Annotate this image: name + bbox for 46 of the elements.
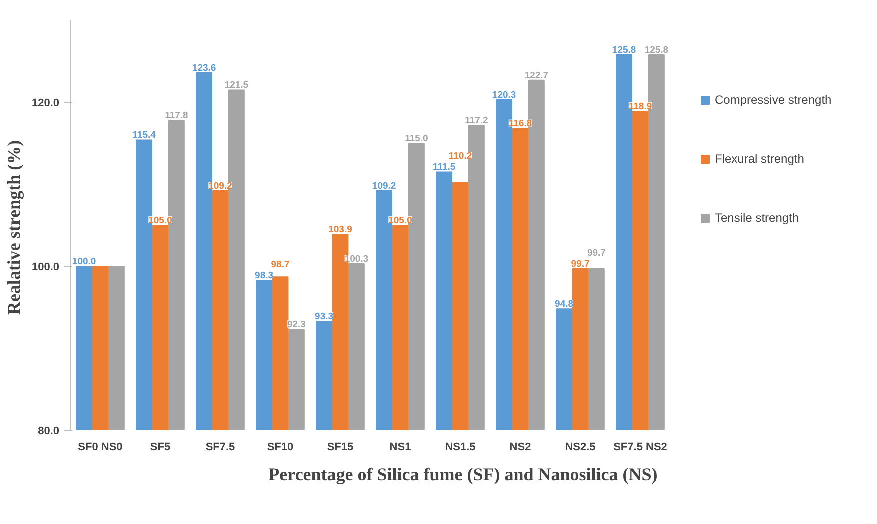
data-label: 98.7 [271, 259, 290, 270]
data-label: 111.5 [432, 162, 456, 174]
data-label: 99.7 [571, 258, 590, 270]
data-label: 120.3 [492, 90, 516, 102]
data-label: 117.8 [165, 110, 188, 122]
data-label: 94.8 [555, 299, 574, 310]
data-label: 93.3 [315, 311, 334, 322]
data-label: 92.3 [287, 320, 306, 331]
data-label: 125.8 [612, 44, 636, 56]
x-tick-label: SF5 [150, 442, 171, 454]
x-tick-label: SF7.5 [206, 442, 236, 454]
data-label: 123.6 [192, 62, 216, 74]
x-axis-title: Percentage of Silica fume (SF) and Nanosilica (NS) [268, 464, 658, 484]
data-label: 116.8 [508, 118, 532, 130]
data-label: 115.0 [405, 134, 428, 144]
data-label: 115.4 [132, 130, 157, 142]
y-tick-label: 100.0 [32, 262, 60, 274]
x-tick-label: NS2.5 [565, 442, 596, 454]
data-label: 122.7 [524, 70, 549, 82]
data-label: 100.3 [344, 254, 369, 266]
data-label: 105.0 [148, 216, 172, 226]
x-tick-label: NS1 [390, 442, 412, 454]
data-label: 98.3 [255, 270, 274, 282]
data-label: 121.5 [224, 80, 250, 92]
x-tick-label: SF7.5 NS2 [614, 442, 668, 454]
data-label: 99.7 [587, 248, 606, 259]
data-label: 110.2 [448, 151, 472, 162]
x-tick-label: SF15 [327, 442, 354, 454]
legend-label: Flexural strength [715, 152, 804, 166]
data-label: 105.0 [388, 216, 412, 226]
data-label: 100.0 [72, 256, 96, 268]
data-label: 109.2 [208, 181, 232, 192]
x-tick-label: NS2 [510, 442, 532, 454]
y-tick-label: 80.0 [38, 426, 60, 438]
x-tick-label: NS1.5 [445, 442, 476, 454]
x-tick-label: SF10 [267, 442, 294, 454]
data-label: 109.2 [372, 181, 396, 192]
legend-label: Compressive strength [715, 93, 832, 107]
data-label: 103.9 [328, 224, 352, 236]
y-tick-label: 120.0 [32, 98, 60, 110]
data-label: 117.2 [465, 115, 488, 126]
y-axis-title: Realative strength (%) [4, 140, 24, 316]
legend-label: Tensile strength [715, 211, 800, 225]
x-tick-label: SF0 NS0 [78, 442, 123, 454]
data-label: 125.8 [644, 44, 669, 56]
data-label: 118.9 [628, 102, 652, 113]
